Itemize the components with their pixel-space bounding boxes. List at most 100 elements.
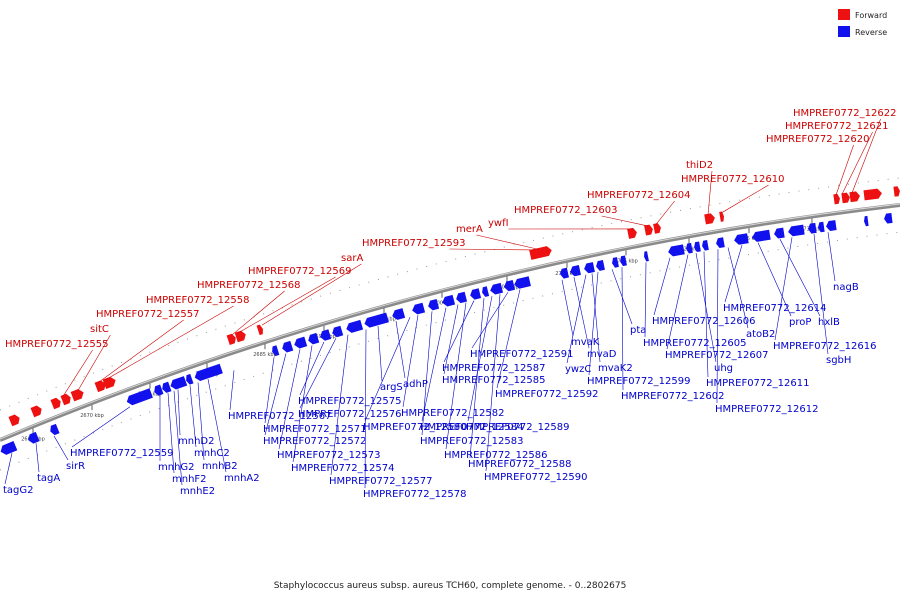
label-leader <box>814 234 828 354</box>
reverse-gene-label: sirR <box>66 461 85 472</box>
reverse-gene-label: HMPREF0772_12578 <box>363 489 466 500</box>
reverse-gene-label: mnhB2 <box>202 461 238 472</box>
reverse-gene-label: HMPREF0772_12574 <box>291 463 394 474</box>
reverse-gene[interactable] <box>773 228 784 239</box>
reverse-gene-label: mvaK <box>571 337 600 348</box>
reverse-gene-label: sgbH <box>826 355 851 366</box>
reverse-gene[interactable] <box>48 424 59 436</box>
reverse-gene[interactable] <box>281 341 294 354</box>
reverse-gene[interactable] <box>169 376 187 391</box>
reverse-gene-label: HMPREF0772_12576 <box>298 409 401 420</box>
forward-gene-label: HMPREF0772_12568 <box>197 280 300 291</box>
forward-gene-label: thiD2 <box>686 160 713 171</box>
forward-gene[interactable] <box>644 224 654 235</box>
reverse-gene-label: mnhF2 <box>172 474 207 485</box>
label-leader <box>230 370 234 410</box>
forward-gene[interactable] <box>71 388 86 402</box>
label-leader <box>450 249 535 250</box>
reverse-gene-label: mnhA2 <box>224 473 260 484</box>
reverse-gene-label: HMPREF0772_12591 <box>470 349 573 360</box>
reverse-gene[interactable] <box>0 441 17 456</box>
reverse-gene[interactable] <box>733 233 748 245</box>
reverse-gene-label: HMPREF0772_12577 <box>329 476 432 487</box>
forward-gene[interactable] <box>719 211 725 222</box>
reverse-gene-label: ywzC <box>565 364 591 375</box>
reverse-gene-label: HMPREF0772_12611 <box>706 378 809 389</box>
reverse-gene-label: mnhD2 <box>178 436 214 447</box>
reverse-gene-label: mnhG2 <box>158 462 195 473</box>
forward-gene[interactable] <box>893 186 900 197</box>
label-leader <box>178 389 180 435</box>
reverse-gene-label: HMPREF0772_12590 <box>484 472 587 483</box>
forward-gene-label: sitC <box>90 324 109 335</box>
label-leader <box>654 258 670 315</box>
reverse-gene-label: HMPREF0772_12588 <box>468 459 571 470</box>
reverse-gene[interactable] <box>825 220 836 231</box>
reverse-gene[interactable] <box>863 216 868 226</box>
label-leader <box>396 321 405 378</box>
reverse-gene[interactable] <box>643 251 649 262</box>
forward-gene[interactable] <box>653 223 662 234</box>
reverse-gene-label: HMPREF0772_12606 <box>652 316 755 327</box>
reverse-gene[interactable] <box>715 237 725 248</box>
reverse-gene-label: mnhE2 <box>180 486 215 497</box>
reverse-gene-label: HMPREF0772_12587 <box>442 363 545 374</box>
forward-gene-label: merA <box>456 224 483 235</box>
reverse-gene-label: adhP <box>403 379 428 390</box>
forward-gene[interactable] <box>849 191 860 202</box>
reverse-gene[interactable] <box>363 313 389 329</box>
reverse-gene-label: HMPREF0772_12599 <box>587 376 690 387</box>
forward-gene-label: HMPREF0772_12557 <box>96 309 199 320</box>
reverse-gene-label: HMPREF0772_12614 <box>723 303 826 314</box>
label-leader <box>36 443 39 472</box>
forward-gene[interactable] <box>257 324 265 335</box>
reverse-gene-label: atoB2 <box>746 329 775 340</box>
legend-reverse-swatch <box>838 26 850 37</box>
reverse-gene[interactable] <box>667 244 685 257</box>
reverse-gene-label: HMPREF0772_12585 <box>442 375 545 386</box>
forward-gene-label: HMPREF0772_12558 <box>146 295 249 306</box>
forward-gene[interactable] <box>30 404 43 417</box>
forward-gene[interactable] <box>841 192 850 203</box>
forward-gene-label: HMPREF0772_12610 <box>681 174 784 185</box>
forward-gene-label: HMPREF0772_12622 <box>793 108 896 119</box>
forward-gene-label: HMPREF0772_12621 <box>785 121 888 132</box>
reverse-gene-label: HMPREF0772_12573 <box>277 450 380 461</box>
forward-gene[interactable] <box>8 413 21 426</box>
reverse-gene[interactable] <box>787 225 804 237</box>
forward-gene[interactable] <box>60 393 72 406</box>
forward-gene[interactable] <box>50 397 62 410</box>
reverse-gene[interactable] <box>455 292 467 304</box>
reverse-gene-label: HMPREF0772_12575 <box>298 396 401 407</box>
reverse-gene[interactable] <box>293 337 307 350</box>
reverse-gene[interactable] <box>595 260 605 271</box>
forward-gene[interactable] <box>529 245 553 260</box>
label-leader <box>265 353 286 435</box>
reverse-gene[interactable] <box>469 288 481 300</box>
reverse-gene[interactable] <box>583 262 595 274</box>
legend-forward-label: Forward <box>855 11 887 20</box>
reverse-gene[interactable] <box>345 320 363 334</box>
forward-gene-label: HMPREF0772_12603 <box>514 205 617 216</box>
reverse-gene-label: uhg <box>714 363 733 374</box>
genome-caption: Staphylococcus aureus subsp. aureus TCH6… <box>274 581 627 591</box>
label-leader <box>476 235 538 249</box>
reverse-gene-label: HMPREF0772_12612 <box>715 404 818 415</box>
label-leader <box>562 280 573 336</box>
reverse-gene[interactable] <box>883 213 892 224</box>
reverse-gene[interactable] <box>701 240 709 251</box>
reverse-gene[interactable] <box>619 255 627 266</box>
reverse-gene[interactable] <box>481 286 489 297</box>
forward-gene[interactable] <box>863 188 882 200</box>
forward-gene[interactable] <box>704 213 716 225</box>
reverse-gene[interactable] <box>489 283 503 296</box>
label-leader <box>168 393 174 473</box>
forward-gene[interactable] <box>833 194 840 205</box>
label-leader <box>828 232 835 281</box>
reverse-gene-label: tagA <box>37 473 60 484</box>
reverse-gene-label: mvaD <box>587 349 617 360</box>
reverse-gene[interactable] <box>411 303 425 316</box>
reverse-gene[interactable] <box>559 268 569 279</box>
forward-gene-label: ywfI <box>488 218 509 229</box>
reverse-gene-label: hxlB <box>818 317 840 328</box>
